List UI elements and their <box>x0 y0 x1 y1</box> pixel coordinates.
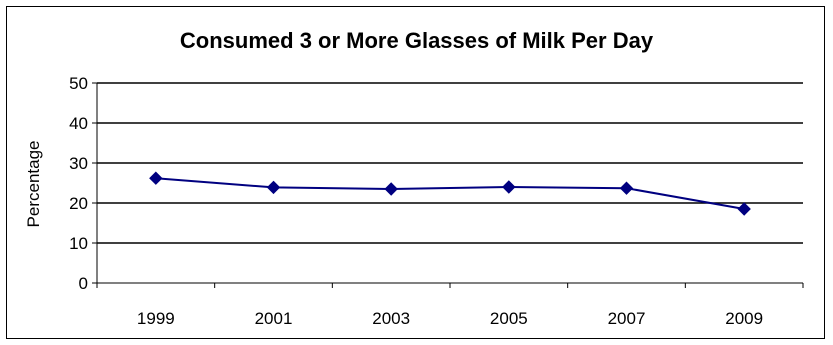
x-tick-label-2009: 2009 <box>725 309 763 328</box>
data-point-2009 <box>737 202 751 216</box>
data-point-2003 <box>384 182 398 196</box>
series-line <box>155 177 745 210</box>
x-tick-label-2003: 2003 <box>372 309 410 328</box>
axes <box>92 82 804 288</box>
y-tick-label-40: 40 <box>69 114 88 133</box>
x-tick-label-2007: 2007 <box>608 309 646 328</box>
x-tick-label-1999: 1999 <box>137 309 175 328</box>
y-axis-label: Percentage <box>24 141 43 228</box>
chart-title: Consumed 3 or More Glasses of Milk Per D… <box>179 28 654 53</box>
y-tick-label-0: 0 <box>79 274 88 293</box>
data-point-1999 <box>149 171 163 185</box>
y-tick-label-10: 10 <box>69 234 88 253</box>
x-tick-labels: 1999 2001 2003 2005 2007 2009 <box>137 309 763 328</box>
y-tick-label-20: 20 <box>69 194 88 213</box>
data-point-2007 <box>619 181 634 195</box>
data-point-2001 <box>266 180 281 195</box>
y-tick-label-50: 50 <box>69 74 88 93</box>
x-tick-label-2001: 2001 <box>255 309 293 328</box>
gridlines <box>97 82 803 244</box>
data-series <box>149 171 751 216</box>
data-point-2005 <box>502 180 516 194</box>
x-tick-label-2005: 2005 <box>490 309 528 328</box>
y-tick-labels: 0 10 20 30 40 50 <box>69 74 88 293</box>
y-tick-label-30: 30 <box>69 154 88 173</box>
